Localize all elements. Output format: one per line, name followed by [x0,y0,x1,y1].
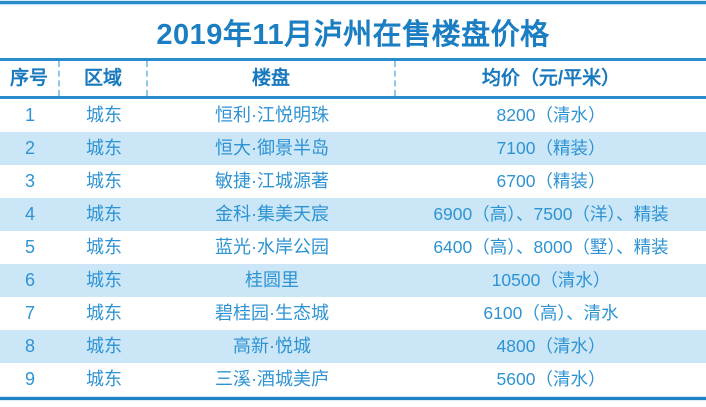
cell-project: 敏捷·江城源著 [215,171,329,191]
cell-no: 5 [24,237,35,257]
cell-no: 2 [24,138,35,158]
cell-price: 6900（高）、7500（洋）、精装 [433,204,669,224]
table-row: 1 城东 恒利·江悦明珠 8200（清水） [0,99,706,132]
cell-no: 1 [24,105,35,125]
cell-project: 恒大·御景半岛 [215,138,329,158]
cell-project: 高新·悦城 [233,336,311,356]
cell-price: 5600（清水） [496,369,606,389]
column-header-project: 楼盘 [148,61,396,96]
cell-price: 6100（高）、清水 [483,303,619,323]
bottom-border-line [0,397,706,400]
cell-no: 6 [24,270,35,290]
price-table: 序号 区域 楼盘 均价（元/平米） 1 城东 恒利·江悦明珠 8200（清水） … [0,58,706,396]
table-row: 3 城东 敏捷·江城源著 6700（精装） [0,165,706,198]
table-row: 7 城东 碧桂园·生态城 6100（高）、清水 [0,297,706,330]
cell-no: 9 [24,369,35,389]
top-border-line [0,1,706,4]
cell-no: 4 [24,204,35,224]
table-row: 9 城东 三溪·酒城美庐 5600（清水） [0,363,706,396]
cell-project: 恒利·江悦明珠 [215,105,329,125]
cell-no: 7 [24,303,35,323]
cell-area: 城东 [86,369,122,389]
table-row: 2 城东 恒大·御景半岛 7100（精装） [0,132,706,165]
cell-area: 城东 [86,105,122,125]
cell-area: 城东 [86,237,122,257]
table-row: 5 城东 蓝光·水岸公园 6400（高）、8000（墅）、精装 [0,231,706,264]
cell-project: 金科·集美天宸 [215,204,329,224]
table-row: 6 城东 桂圆里 10500（清水） [0,264,706,297]
cell-price: 6700（精装） [496,171,606,191]
cell-area: 城东 [86,270,122,290]
table-row: 8 城东 高新·悦城 4800（清水） [0,330,706,363]
column-header-no: 序号 [0,61,60,96]
cell-area: 城东 [86,171,122,191]
cell-project: 蓝光·水岸公园 [215,237,329,257]
cell-price: 10500（清水） [491,270,611,290]
table-header-row: 序号 区域 楼盘 均价（元/平米） [0,58,706,99]
cell-no: 3 [24,171,35,191]
table-body: 1 城东 恒利·江悦明珠 8200（清水） 2 城东 恒大·御景半岛 7100（… [0,99,706,396]
cell-project: 碧桂园·生态城 [215,303,329,323]
cell-project: 三溪·酒城美庐 [215,369,329,389]
cell-price: 4800（清水） [496,336,606,356]
page-title: 2019年11月泸州在售楼盘价格 [156,19,550,51]
cell-price: 6400（高）、8000（墅）、精装 [433,237,669,257]
cell-area: 城东 [86,336,122,356]
cell-price: 8200（清水） [496,105,606,125]
cell-area: 城东 [86,204,122,224]
cell-project: 桂圆里 [245,270,299,290]
table-row: 4 城东 金科·集美天宸 6900（高）、7500（洋）、精装 [0,198,706,231]
cell-no: 8 [24,336,35,356]
cell-area: 城东 [86,303,122,323]
cell-area: 城东 [86,138,122,158]
cell-price: 7100（精装） [496,138,606,158]
column-header-price: 均价（元/平米） [481,68,621,89]
column-header-area: 区域 [60,61,148,96]
